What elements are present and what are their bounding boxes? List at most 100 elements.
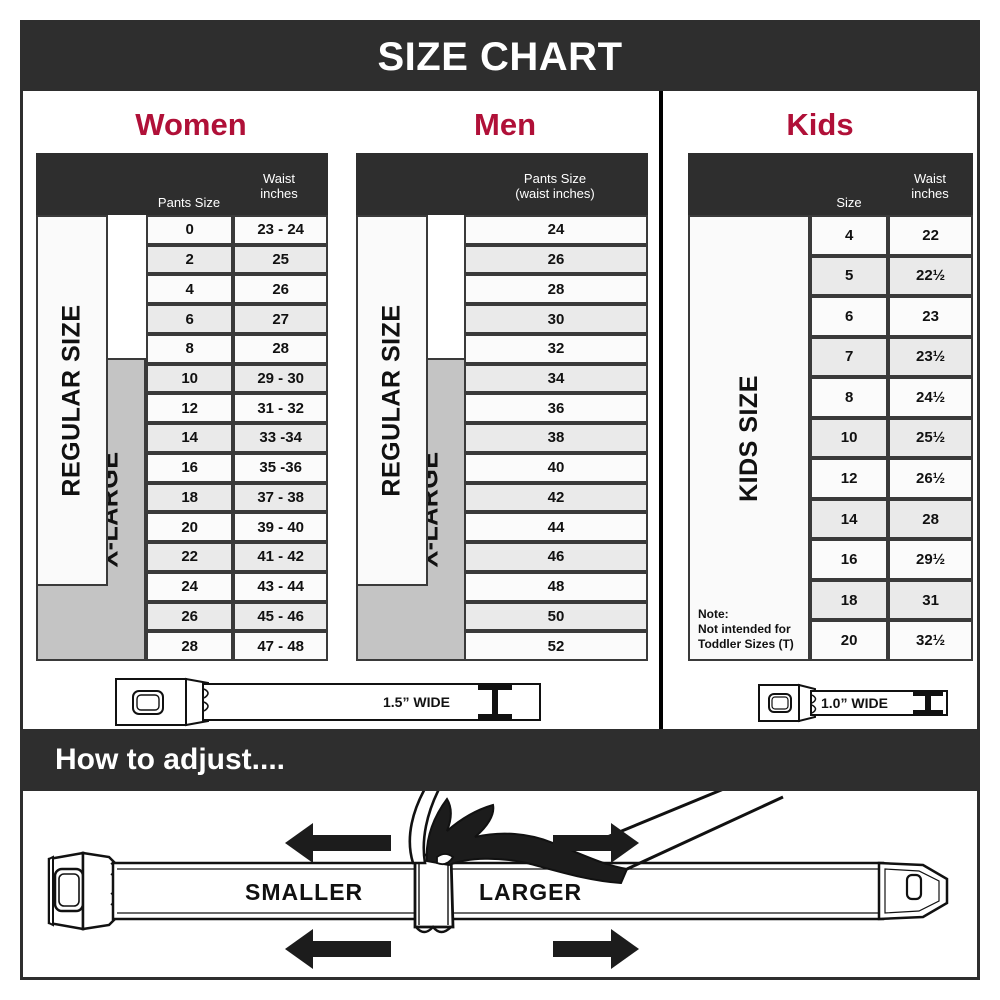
women-label-regular-size-text: REGULAR SIZE	[57, 304, 86, 497]
title-bar: SIZE CHART	[23, 23, 977, 91]
table-row: 20 39 - 40	[146, 512, 328, 543]
table-cell-waist: 33 -34	[233, 423, 328, 453]
men-col-header-pants-size: Pants Size (waist inches)	[515, 171, 595, 201]
table-row: 12 31 - 32	[146, 393, 328, 424]
table-cell-size: 40	[464, 452, 648, 483]
table-row: 24 43 - 44	[146, 571, 328, 602]
kids-toddler-note: Note: Not intended for Toddler Sizes (T)	[698, 607, 794, 651]
belt-adult-svg	[115, 677, 541, 727]
table-row: 16 35 -36	[146, 452, 328, 483]
table-cell-size: 24	[464, 215, 648, 245]
table-cell-waist: 25	[233, 244, 328, 275]
table-cell-waist: 23 - 24	[233, 215, 328, 245]
table-row: 0 23 - 24	[146, 215, 328, 245]
kids-label-kids-size-text: KIDS SIZE	[734, 374, 763, 502]
table-row: 18 31	[810, 579, 973, 621]
belt-width-kids-illustration: 1.0” WIDE	[753, 679, 953, 727]
men-label-regular-size-text: REGULAR SIZE	[377, 304, 406, 497]
table-cell-size: 16	[146, 452, 234, 483]
belt-kids-width-label: 1.0” WIDE	[821, 695, 888, 711]
arrow-larger-bottom	[553, 929, 639, 969]
table-row: 26 45 - 46	[146, 601, 328, 632]
table-row: 16 29½	[810, 539, 973, 580]
table-cell-waist: 43 - 44	[233, 571, 328, 602]
table-cell-size: 44	[464, 512, 648, 543]
kids-label-kids-size: KIDS SIZE Note: Not intended for Toddler S…	[688, 215, 810, 661]
table-cell-size: 18	[146, 482, 234, 513]
table-row: 52	[464, 631, 648, 661]
table-cell-waist: 35 -36	[233, 452, 328, 483]
table-cell-size: 8	[146, 333, 234, 364]
table-cell-size: 16	[810, 539, 889, 580]
table-cell-size: 18	[810, 579, 889, 621]
table-row: 26	[464, 244, 648, 275]
table-cell-size: 20	[810, 620, 889, 661]
table-cell-waist: 28	[888, 498, 973, 540]
table-cell-waist: 28	[233, 333, 328, 364]
women-label-regular-size: REGULAR SIZE	[36, 215, 108, 586]
table-cell-waist: 31	[888, 579, 973, 621]
arrow-larger-top	[553, 823, 639, 863]
table-row: 14 28	[810, 498, 973, 540]
women-col-header-pants-size: Pants Size	[157, 195, 221, 210]
size-tables-panel: Women Men Kids Pants Size Waist inches RE…	[23, 91, 977, 729]
table-cell-size: 10	[810, 417, 889, 459]
table-row: 34	[464, 363, 648, 394]
women-size-table: Pants Size Waist inches REGULAR SIZE X-LA…	[36, 153, 328, 661]
table-cell-waist: 37 - 38	[233, 482, 328, 513]
belt-kids-svg	[758, 683, 948, 723]
table-row: 24	[464, 215, 648, 245]
table-cell-size: 28	[464, 274, 648, 305]
table-row: 28	[464, 274, 648, 305]
table-cell-size: 42	[464, 482, 648, 513]
table-cell-size: 0	[146, 215, 234, 245]
table-cell-size: 26	[464, 244, 648, 275]
table-cell-waist: 39 - 40	[233, 512, 328, 543]
chart-outer-frame: SIZE CHART Women Men Kids Pants Size Wai…	[20, 20, 980, 980]
table-row: 8 24½	[810, 377, 973, 418]
table-cell-waist: 26	[233, 274, 328, 305]
table-cell-size: 38	[464, 423, 648, 453]
women-col-header-waist-inches: Waist inches	[260, 171, 298, 201]
table-cell-size: 26	[146, 601, 234, 632]
table-row: 5 22½	[810, 255, 973, 297]
table-row: 32	[464, 333, 648, 364]
table-cell-size: 4	[810, 215, 889, 256]
table-row: 30	[464, 304, 648, 334]
section-heading-kids: Kids	[786, 107, 854, 142]
table-row: 22 41 - 42	[146, 542, 328, 572]
how-to-adjust-title: How to adjust....	[55, 743, 285, 776]
table-row: 14 33 -34	[146, 423, 328, 453]
section-heading-men: Men	[474, 107, 536, 142]
table-cell-size: 2	[146, 244, 234, 275]
table-row: 4 22	[810, 215, 973, 256]
adjust-diagram-svg	[47, 779, 949, 969]
table-row: 10 29 - 30	[146, 363, 328, 394]
table-cell-waist: 23½	[888, 336, 973, 378]
table-cell-size: 28	[146, 631, 234, 661]
table-row: 6 23	[810, 296, 973, 337]
table-cell-waist: 23	[888, 296, 973, 337]
table-cell-size: 10	[146, 363, 234, 394]
table-cell-size: 6	[146, 304, 234, 334]
table-cell-waist: 47 - 48	[233, 631, 328, 661]
table-cell-size: 12	[810, 458, 889, 499]
table-cell-size: 32	[464, 333, 648, 364]
table-cell-size: 12	[146, 393, 234, 424]
women-table-header: Pants Size Waist inches	[36, 153, 328, 215]
table-cell-size: 14	[810, 498, 889, 540]
table-row: 6 27	[146, 304, 328, 334]
table-row: 48	[464, 571, 648, 602]
adjust-label-smaller: SMALLER	[245, 879, 364, 905]
table-cell-size: 22	[146, 542, 234, 572]
table-cell-waist: 26½	[888, 458, 973, 499]
women-table-rows: 0 23 - 24 2 25 4 26 6 27 8 28 10 29 - 30 12 31 - 32 14…	[146, 215, 328, 661]
table-cell-waist: 24½	[888, 377, 973, 418]
table-cell-size: 30	[464, 304, 648, 334]
table-row: 46	[464, 542, 648, 572]
table-row: 40	[464, 452, 648, 483]
table-cell-size: 20	[146, 512, 234, 543]
arrow-smaller-top	[285, 823, 391, 863]
belt-adult-width-label: 1.5” WIDE	[383, 694, 450, 710]
